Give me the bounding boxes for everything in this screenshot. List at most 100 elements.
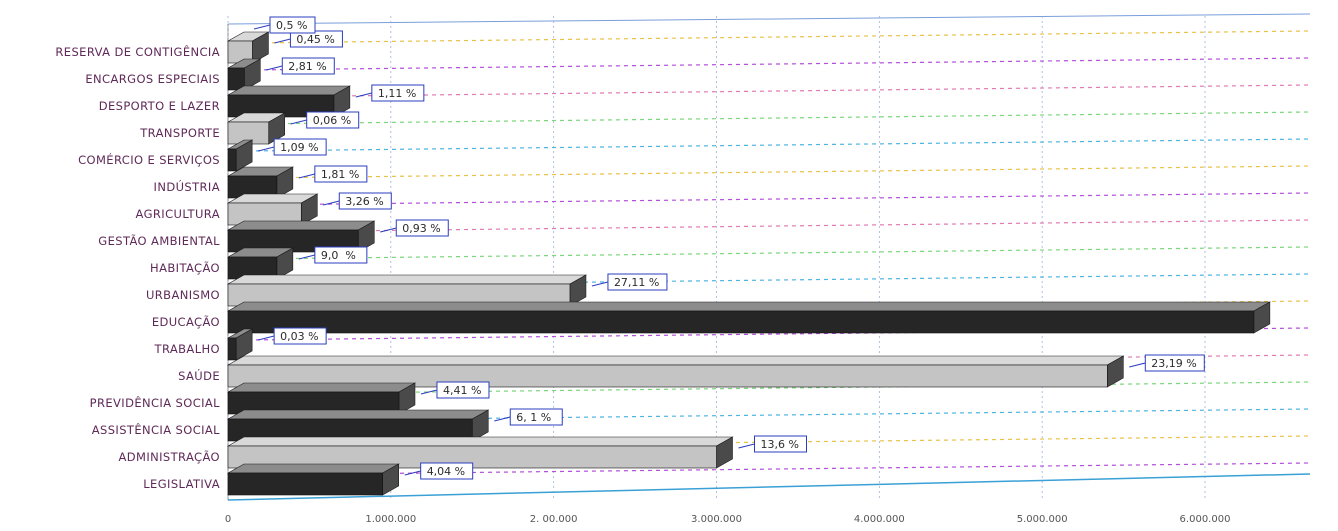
- data-label: 27,11 %: [591, 273, 668, 291]
- data-label: 2,81 %: [266, 57, 335, 75]
- data-label: 23,19 %: [1129, 354, 1205, 372]
- category-label: LEGISLATIVA: [143, 477, 220, 491]
- data-label-text: 3,26 %: [345, 195, 383, 208]
- x-tick-label: 6.000.000: [1180, 514, 1231, 525]
- x-tick-label: 4.000.000: [854, 514, 905, 525]
- horizontal-gridline: [247, 57, 1311, 71]
- bar-front-face: [227, 472, 383, 496]
- bar-top-face: [226, 274, 588, 285]
- category-label: COMÉRCIO E SERVIÇOS: [78, 152, 220, 167]
- category-label: TRANSPORTE: [139, 126, 220, 140]
- data-label-text: 6, 1 %: [516, 411, 551, 424]
- data-label-text: 4,04 %: [427, 465, 465, 478]
- data-label-box: [607, 273, 668, 291]
- data-label-text: 1,09 %: [280, 141, 318, 154]
- category-label: EDUCAÇÃO: [152, 314, 220, 329]
- data-label-leader: [323, 200, 340, 206]
- data-label-leader: [591, 281, 609, 287]
- horizontal-gridline: [247, 246, 1311, 260]
- data-label-leader: [258, 146, 275, 152]
- bar-top-face: [226, 301, 1271, 312]
- floor-edge-line: [227, 473, 1311, 501]
- data-label: 13,6 %: [738, 435, 807, 453]
- data-label-text: 23,19 %: [1151, 357, 1196, 370]
- data-label: 1,81 %: [298, 165, 368, 183]
- data-label: 0,93 %: [380, 219, 449, 237]
- data-label-leader: [298, 254, 315, 260]
- data-label: 0,45 %: [274, 30, 343, 48]
- x-tick-label: 5.000.000: [1017, 514, 1068, 525]
- x-tick-label: 1.000.000: [365, 514, 416, 525]
- category-label: GESTÃO AMBIENTAL: [98, 233, 220, 248]
- horizontal-gridline: [247, 30, 1311, 44]
- data-label-box: [509, 408, 563, 426]
- data-label-text: 1,11 %: [378, 87, 416, 100]
- category-label: AGRICULTURA: [136, 207, 220, 221]
- data-label-leader: [290, 119, 307, 125]
- data-label: 1,11 %: [355, 84, 425, 102]
- bars-layer: [226, 31, 1271, 496]
- data-label-leader: [355, 92, 372, 98]
- data-label-text: 0,06 %: [313, 114, 351, 127]
- x-tick-label: 2. 00.000: [530, 514, 578, 525]
- data-label-leader: [266, 65, 283, 71]
- category-label: PREVIDÊNCIA SOCIAL: [90, 395, 221, 410]
- bar-top-face: [226, 85, 351, 96]
- data-label-text: 9,0 %: [321, 249, 356, 262]
- bar-front-face: [227, 67, 245, 91]
- bar-front-face: [227, 148, 237, 172]
- data-label-box: [1144, 354, 1205, 372]
- data-label-text: 0,5 %: [276, 19, 307, 32]
- data-label-leader: [1129, 362, 1146, 368]
- category-label: DESPORTO E LAZER: [99, 99, 220, 113]
- data-label-text: 0,93 %: [402, 222, 440, 235]
- category-labels: LEGISLATIVA ADMINISTRAÇÃO ASSISTÊNCIA SOCI…: [55, 44, 221, 491]
- data-label-box: [269, 16, 316, 34]
- bar-top-face: [226, 436, 734, 447]
- data-label-text: 0,03 %: [280, 330, 318, 343]
- horizontal-gridline: [247, 327, 1311, 341]
- data-label: 4,04 %: [404, 462, 474, 480]
- data-label-text: 1,81 %: [321, 168, 359, 181]
- bar-top-face: [226, 220, 376, 231]
- bar-top-face: [226, 463, 400, 474]
- data-label-leader: [420, 389, 438, 395]
- data-label-text: 0,45 %: [296, 33, 334, 46]
- data-label-leader: [258, 335, 275, 341]
- bar-top-face: [226, 409, 490, 420]
- data-label-box: [314, 165, 368, 183]
- data-label: 6, 1 %: [494, 408, 563, 426]
- horizontal-gridline: [247, 381, 1311, 395]
- horizontal-gridline: [247, 192, 1311, 206]
- category-label: ADMINISTRAÇÃO: [119, 449, 221, 464]
- category-label: SAÚDE: [178, 368, 220, 383]
- x-tick-label: 0: [225, 514, 231, 525]
- data-labels: 4,04 % 13,6 % 6, 1 % 4,41 % 23,19 % 0,03 % 27,…: [253, 16, 1205, 480]
- data-label: 0,06 %: [290, 111, 360, 129]
- data-label-text: 27,11 %: [614, 276, 659, 289]
- data-label-box: [371, 84, 425, 102]
- data-label: 3,26 %: [323, 192, 392, 210]
- x-axis-ticks: 0 1.000.000 2. 00.000 3.000.000 4.000.000 5.0…: [225, 514, 1231, 525]
- data-label-leader: [404, 470, 421, 476]
- data-label-leader: [253, 24, 271, 30]
- data-label-leader: [274, 38, 291, 44]
- data-label-box: [314, 246, 368, 264]
- horizontal-gridline: [247, 84, 1311, 98]
- horizontal-gridline: [247, 165, 1311, 179]
- bar-top-face: [226, 382, 417, 393]
- data-label: 0,03 %: [258, 327, 327, 345]
- data-label-box: [395, 219, 449, 237]
- data-label-box: [306, 111, 360, 129]
- category-label: ENCARGOS ESPECIAIS: [85, 72, 220, 86]
- data-label-box: [338, 192, 392, 210]
- data-label-box: [273, 327, 327, 345]
- data-label-box: [420, 462, 474, 480]
- data-label-box: [436, 381, 490, 399]
- data-label: 0,5 %: [253, 16, 316, 34]
- category-label: ASSISTÊNCIA SOCIAL: [92, 422, 220, 437]
- data-label-leader: [298, 173, 315, 179]
- horizontal-gridline: [247, 111, 1311, 125]
